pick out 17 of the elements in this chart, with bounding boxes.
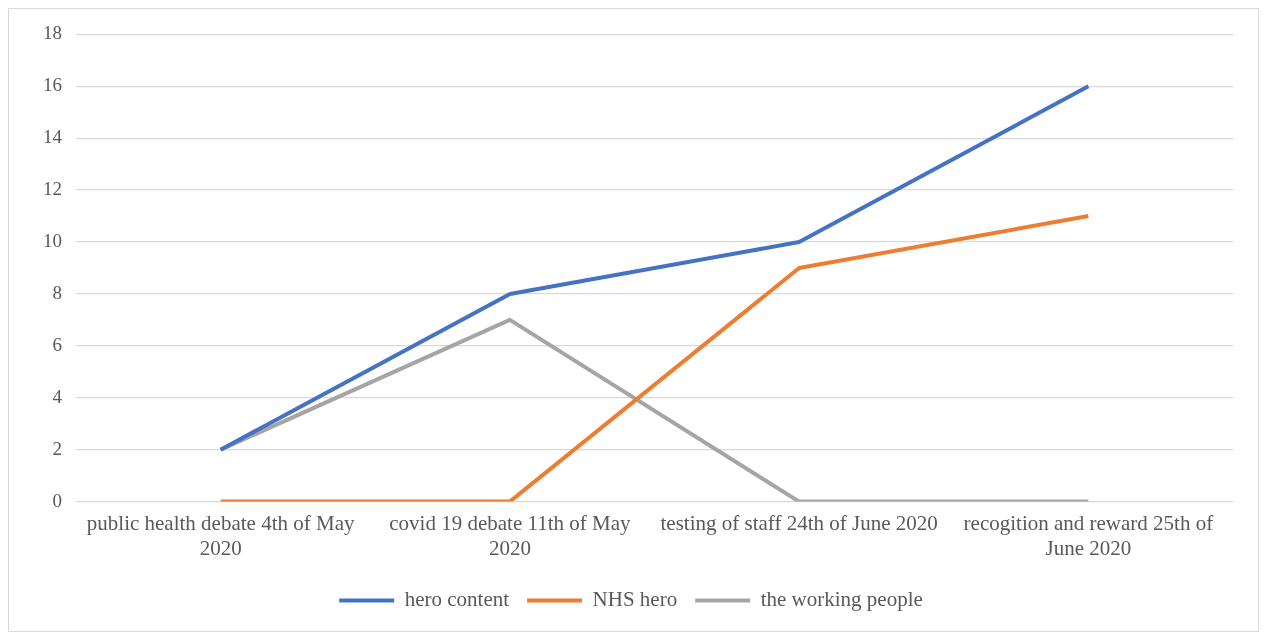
x-tick-label: covid 19 debate 11th of May 2020 (389, 510, 631, 560)
legend-label: NHS hero (592, 587, 678, 612)
y-tick-label: 16 (43, 74, 62, 96)
y-tick-label: 6 (52, 333, 62, 355)
legend-label: hero content (404, 587, 510, 612)
y-tick-label: 14 (43, 126, 63, 148)
x-tick-label: recogition and reward 25th of June 2020 (963, 510, 1214, 560)
x-tick-label: testing of staff 24th of June 2020 (660, 510, 938, 535)
y-tick-label: 8 (52, 281, 62, 303)
y-tick-label: 2 (52, 437, 62, 459)
legend-label: the working people (760, 587, 923, 612)
y-tick-label: 18 (43, 22, 62, 44)
x-tick-label: public health debate 4th of May 2020 (86, 510, 355, 560)
y-tick-label: 12 (43, 178, 62, 200)
y-tick-label: 10 (43, 230, 62, 252)
y-tick-label: 4 (52, 385, 63, 407)
y-tick-label: 0 (52, 489, 62, 511)
